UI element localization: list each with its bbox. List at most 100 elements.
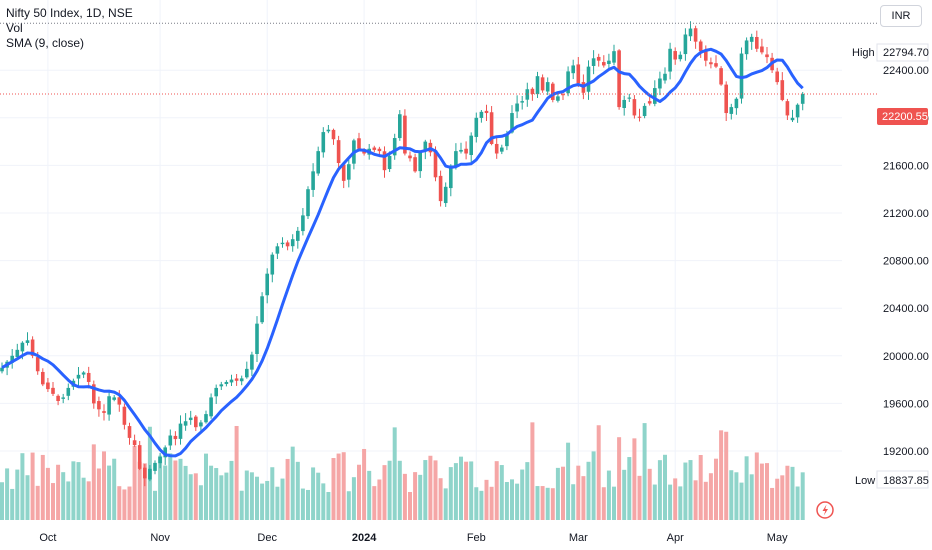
- candle: [173, 431, 178, 446]
- candle: [474, 112, 479, 143]
- candle: [755, 30, 759, 52]
- candle: [153, 460, 157, 475]
- volume-bar: [112, 458, 117, 520]
- candle: [234, 373, 239, 386]
- volume-bar: [423, 460, 428, 520]
- price-axis[interactable]: 19200.00 19600.00 20000.00 20400.00 20800.00…: [883, 65, 929, 458]
- candle: [683, 28, 688, 61]
- volume-bar: [122, 489, 127, 520]
- volume-bar: [627, 457, 632, 520]
- candle: [469, 132, 473, 164]
- candle: [270, 252, 275, 283]
- candle: [500, 144, 504, 155]
- volume-bar: [198, 485, 203, 520]
- candle: [515, 95, 519, 119]
- candle: [143, 464, 147, 487]
- volume-bar: [637, 475, 642, 520]
- legend-title[interactable]: Nifty 50 Index, 1D, NSE: [6, 6, 133, 20]
- candle: [668, 42, 672, 80]
- candle: [714, 55, 718, 69]
- volume-bar: [678, 486, 683, 520]
- volume-bar: [770, 487, 775, 520]
- legend-sma[interactable]: SMA (9, close): [6, 36, 85, 50]
- volume-bar: [765, 463, 769, 520]
- candle: [647, 96, 652, 106]
- candle: [15, 343, 20, 360]
- candle: [296, 226, 300, 249]
- volume-bar: [586, 461, 591, 520]
- volume-bar: [663, 454, 667, 520]
- volume-bar: [336, 453, 341, 520]
- volume-bar: [683, 462, 688, 520]
- price-tick-label: 19600.00: [883, 398, 929, 410]
- time-axis[interactable]: Oct Nov Dec 2024 Feb Mar Apr May: [39, 532, 788, 544]
- volume-bar: [25, 475, 30, 520]
- volume-bar: [91, 444, 96, 520]
- candle: [698, 39, 703, 58]
- volume-bar: [153, 490, 157, 520]
- volume-bar: [443, 488, 448, 520]
- candle: [122, 403, 127, 430]
- candle: [56, 394, 60, 406]
- currency-button[interactable]: INR: [880, 5, 922, 27]
- candle: [418, 151, 422, 178]
- volume-bar: [550, 488, 555, 520]
- candle: [158, 453, 162, 469]
- candle: [97, 396, 101, 417]
- candle: [673, 47, 677, 65]
- volume-bar: [652, 484, 657, 520]
- candle: [576, 57, 581, 88]
- candle: [214, 384, 218, 404]
- volume-bar: [795, 486, 800, 520]
- volume-bar: [117, 486, 122, 520]
- volume-bar: [688, 460, 693, 520]
- legend-volume[interactable]: Vol: [6, 21, 23, 35]
- candle: [408, 151, 412, 162]
- volume-bar: [657, 460, 662, 520]
- volume-bar: [469, 461, 474, 520]
- volume-bar: [642, 423, 647, 520]
- candle: [688, 21, 693, 42]
- volume-bar: [71, 461, 76, 520]
- candle: [760, 38, 764, 55]
- volume-bar: [311, 467, 316, 520]
- volume-bar: [96, 468, 101, 520]
- candle: [168, 429, 173, 450]
- volume-bar: [464, 461, 469, 520]
- volume-bar: [545, 487, 550, 520]
- alert-icon[interactable]: [816, 501, 834, 519]
- volume-bar: [158, 455, 163, 520]
- volume-bar: [362, 448, 367, 520]
- volume-bar: [601, 487, 606, 520]
- volume-bar: [35, 485, 40, 520]
- volume-bar: [780, 475, 785, 520]
- time-tick-label: 2024: [352, 532, 377, 544]
- volume-bar: [647, 468, 652, 520]
- high-value: 22794.70: [883, 47, 929, 59]
- volume-bar: [351, 477, 356, 520]
- volume-bar: [107, 465, 112, 520]
- volume-bar: [10, 488, 15, 520]
- volume-bar: [479, 490, 484, 520]
- volume-bar: [102, 451, 106, 520]
- candle: [255, 316, 259, 362]
- volume-bar: [372, 486, 377, 520]
- volume-bar: [775, 478, 780, 520]
- volume-bar: [438, 478, 443, 520]
- volume-bar: [800, 472, 805, 520]
- volume-bar: [754, 452, 759, 520]
- volume-bar: [326, 491, 331, 520]
- candle: [66, 383, 71, 401]
- volume-bar: [719, 430, 724, 520]
- volume-bar: [673, 478, 678, 520]
- candle: [586, 60, 591, 100]
- volume-bar: [504, 482, 509, 520]
- volume-bar: [484, 479, 489, 520]
- volume-bar: [66, 481, 71, 520]
- volume-bar: [397, 460, 402, 520]
- candle: [382, 146, 387, 178]
- volume-bar: [239, 490, 244, 520]
- volume-bar: [224, 472, 229, 520]
- candle: [704, 45, 708, 67]
